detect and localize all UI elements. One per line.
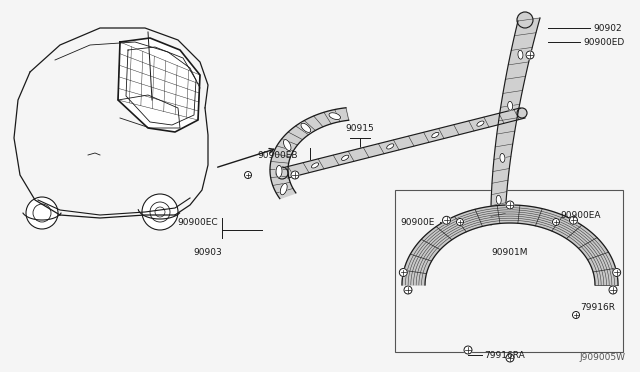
Circle shape [526,51,534,59]
Polygon shape [282,108,525,178]
Text: 90900EC: 90900EC [177,218,218,227]
Circle shape [506,354,514,362]
Polygon shape [402,205,618,285]
Text: 90900EA: 90900EA [560,211,600,219]
Ellipse shape [276,166,282,177]
Circle shape [399,269,407,276]
Text: 90900E: 90900E [401,218,435,227]
Ellipse shape [329,113,340,119]
Circle shape [442,216,451,224]
Text: 90901M: 90901M [492,248,528,257]
Circle shape [552,218,559,225]
Circle shape [150,202,170,222]
Ellipse shape [387,144,394,149]
Text: 90903: 90903 [193,247,222,257]
Circle shape [609,286,617,294]
Circle shape [517,12,533,28]
Ellipse shape [342,155,349,160]
Circle shape [291,171,299,179]
Ellipse shape [496,195,501,204]
Circle shape [570,216,577,224]
Text: 79916RA: 79916RA [484,350,525,359]
Polygon shape [270,108,349,199]
Polygon shape [491,18,540,225]
Circle shape [612,269,621,276]
Circle shape [464,346,472,354]
Circle shape [276,167,288,179]
Circle shape [244,171,252,179]
Text: 90900ED: 90900ED [583,38,624,46]
Ellipse shape [301,123,311,132]
Circle shape [142,194,178,230]
Ellipse shape [432,132,439,138]
Text: 90900EB: 90900EB [257,151,298,160]
Circle shape [26,197,58,229]
Ellipse shape [500,153,505,163]
Ellipse shape [280,183,287,195]
Circle shape [404,286,412,294]
Circle shape [456,218,463,225]
Polygon shape [118,38,200,132]
Ellipse shape [518,50,523,59]
Circle shape [33,204,51,222]
Text: 90915: 90915 [346,124,374,133]
Circle shape [506,201,514,209]
Ellipse shape [312,163,319,168]
Text: 79916R: 79916R [580,304,615,312]
Ellipse shape [284,140,291,151]
Circle shape [517,108,527,118]
Text: 90902: 90902 [593,23,621,32]
Ellipse shape [508,101,513,110]
Text: J909005W: J909005W [579,353,625,362]
Ellipse shape [477,121,484,126]
Bar [395,190,623,352]
Circle shape [573,311,579,318]
Circle shape [155,207,165,217]
